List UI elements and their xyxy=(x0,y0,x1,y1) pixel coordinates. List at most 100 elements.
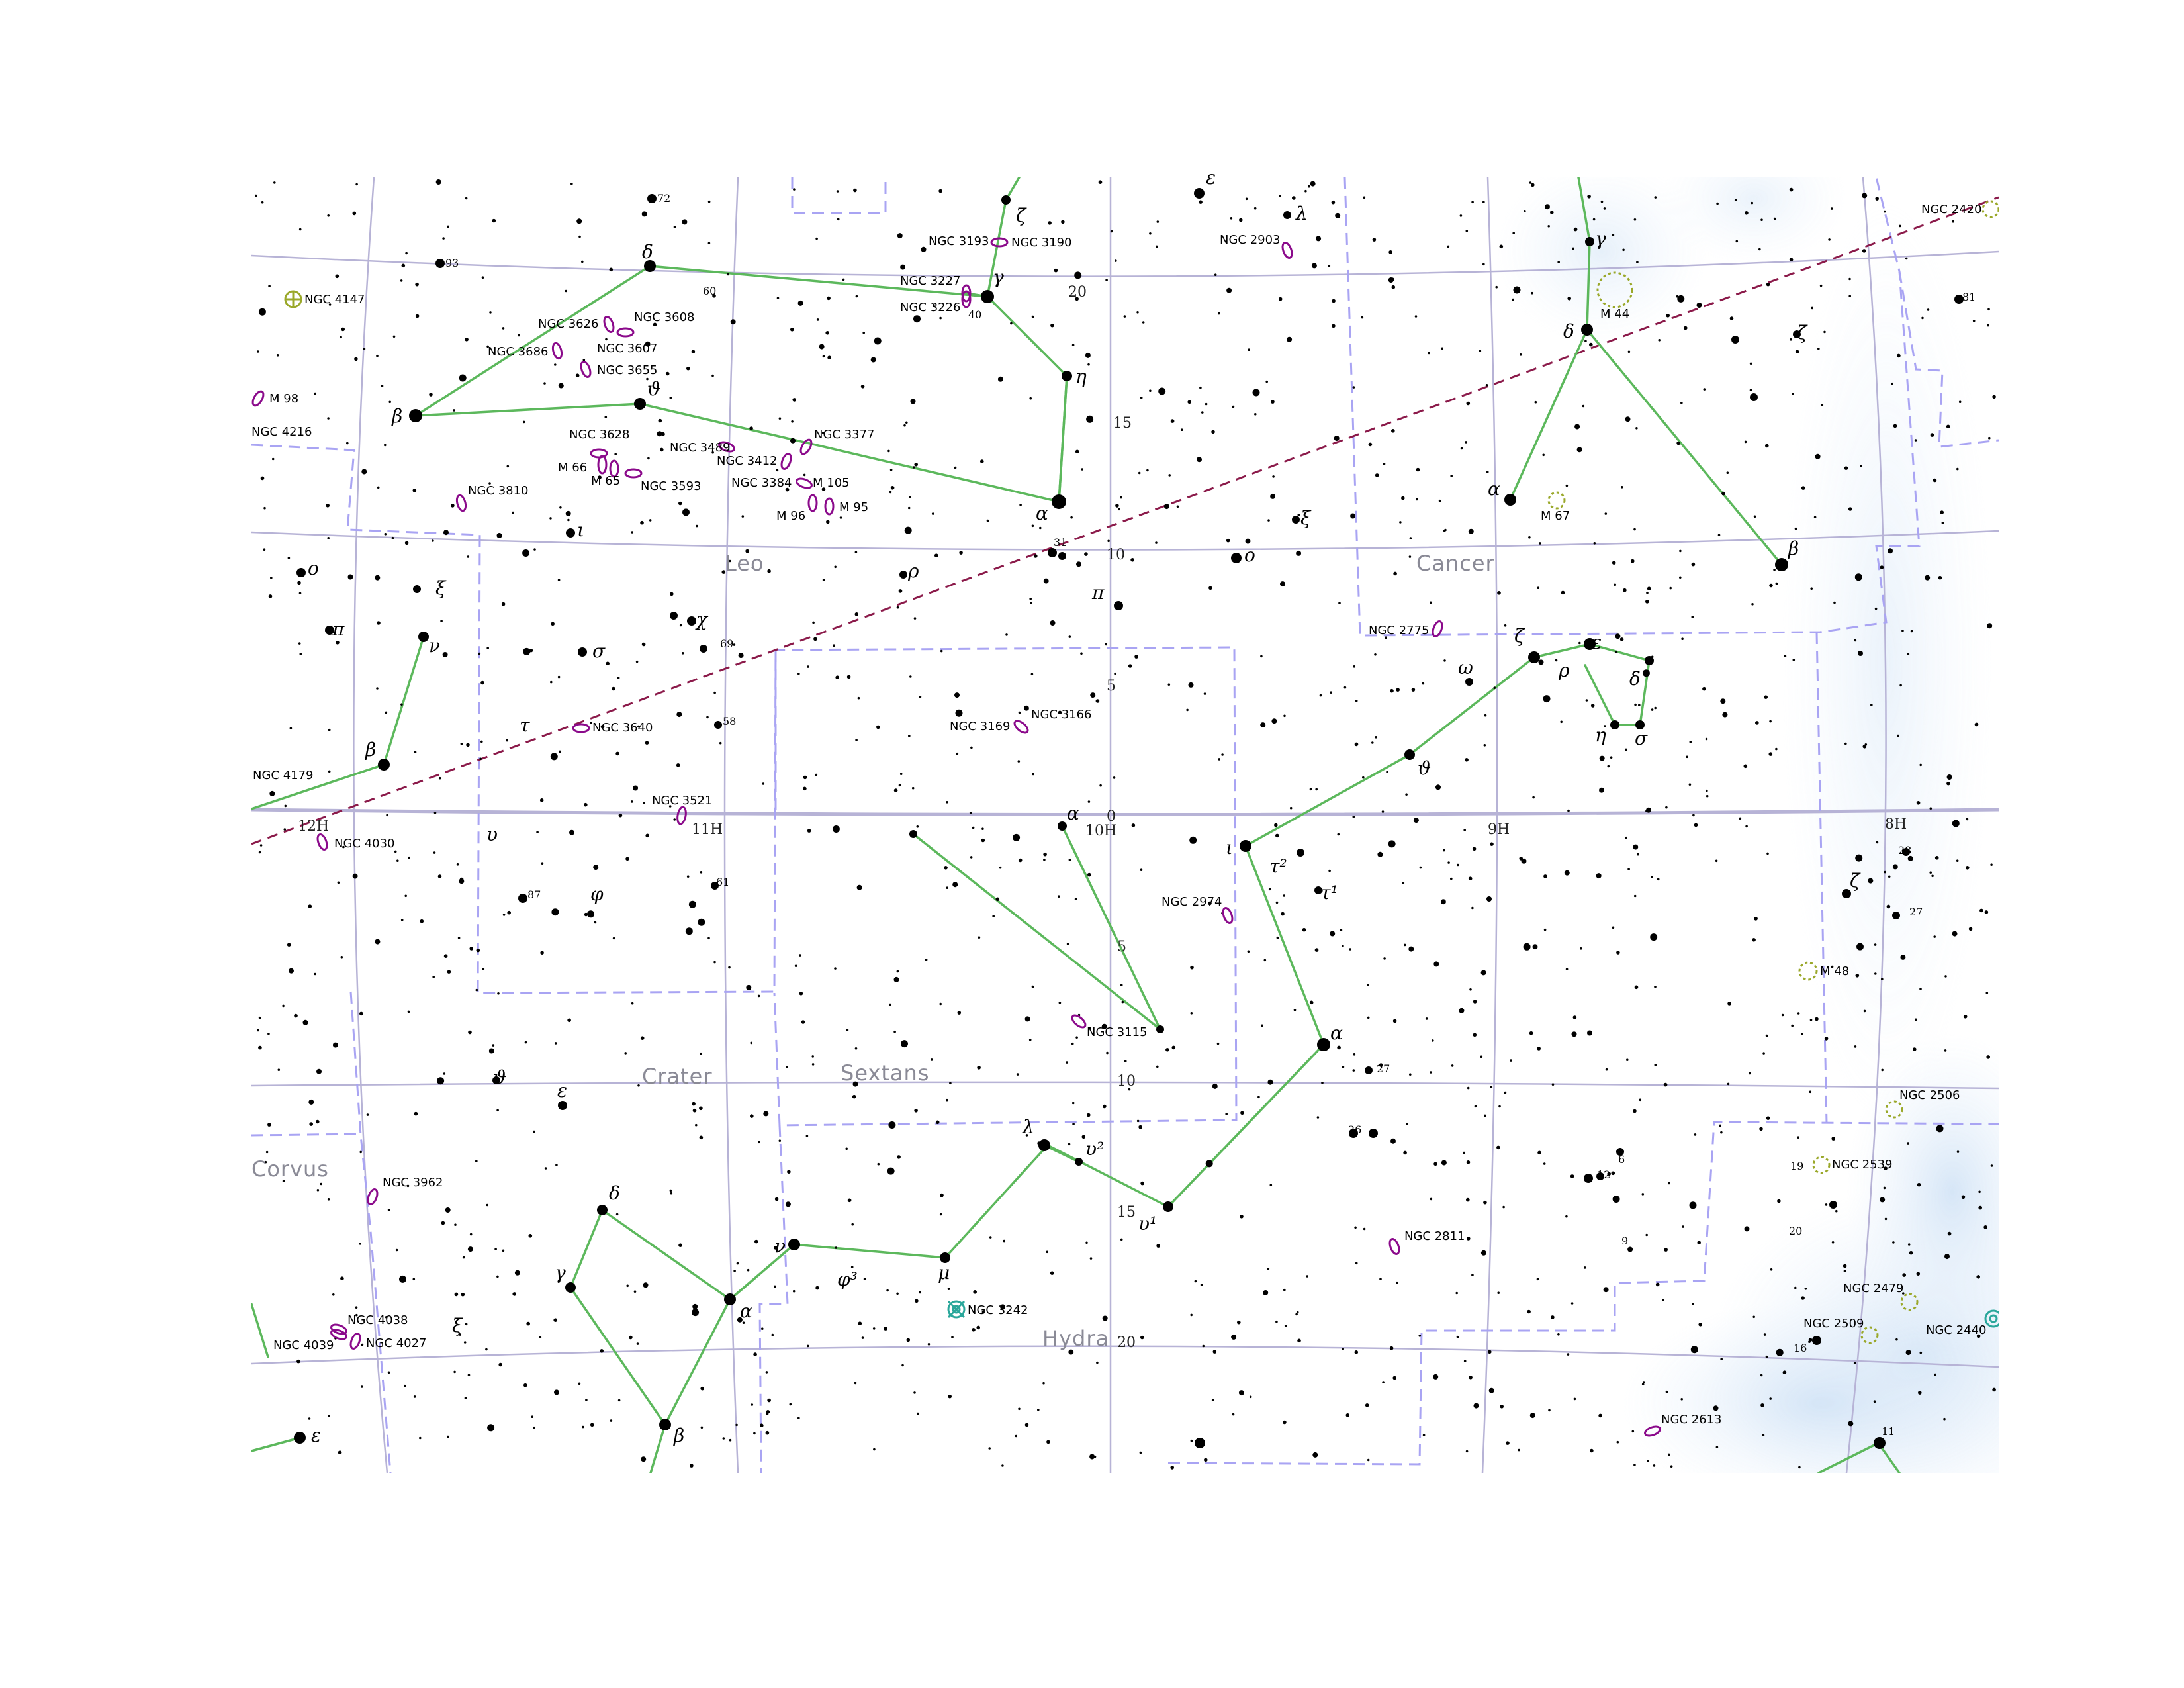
star xyxy=(1352,386,1355,389)
open-cluster-icon xyxy=(1812,1156,1831,1174)
svg-text:NGC 4027: NGC 4027 xyxy=(366,1336,427,1350)
star xyxy=(887,1167,895,1175)
star xyxy=(340,1276,344,1280)
svg-text:NGC 3193: NGC 3193 xyxy=(929,234,989,248)
star xyxy=(1529,1031,1533,1035)
star xyxy=(670,1192,673,1195)
svg-text:93: 93 xyxy=(445,257,459,269)
star xyxy=(835,1246,837,1249)
star xyxy=(1098,180,1103,185)
svg-text:NGC 3608: NGC 3608 xyxy=(634,310,695,324)
star xyxy=(1572,1015,1577,1019)
star xyxy=(1388,250,1392,254)
star xyxy=(905,421,908,424)
star xyxy=(1106,1051,1109,1055)
star xyxy=(400,279,403,282)
star xyxy=(1547,225,1550,228)
star xyxy=(1966,818,1969,821)
star xyxy=(1775,558,1788,571)
star xyxy=(332,1293,335,1296)
star xyxy=(1466,401,1471,406)
star xyxy=(1958,400,1962,403)
galaxy-icon xyxy=(251,390,265,407)
svg-text:NGC 3521: NGC 3521 xyxy=(652,794,713,808)
star xyxy=(581,260,584,263)
star xyxy=(1155,541,1158,544)
star xyxy=(1343,686,1347,689)
star xyxy=(1812,1336,1821,1345)
star xyxy=(1382,1381,1385,1383)
star xyxy=(787,1170,791,1174)
star xyxy=(1332,299,1336,303)
star xyxy=(1383,957,1386,960)
star xyxy=(822,579,825,581)
star xyxy=(889,491,892,494)
star xyxy=(258,1045,262,1050)
star xyxy=(1089,1027,1091,1029)
star xyxy=(1138,1125,1142,1129)
star xyxy=(1416,467,1420,472)
star xyxy=(1633,218,1637,221)
star xyxy=(1752,938,1756,942)
star xyxy=(1419,866,1422,869)
star xyxy=(1902,1292,1905,1295)
star xyxy=(554,1389,559,1395)
star xyxy=(1005,633,1008,636)
galaxy-icon xyxy=(316,833,328,851)
star xyxy=(1211,430,1215,434)
galaxy-icon xyxy=(455,494,467,512)
star xyxy=(1543,695,1551,703)
star xyxy=(1372,238,1377,242)
star xyxy=(719,741,722,745)
star xyxy=(1944,975,1947,978)
star xyxy=(337,881,340,884)
star xyxy=(1769,583,1773,588)
star xyxy=(1570,1174,1574,1178)
star xyxy=(1199,200,1203,205)
star xyxy=(1085,1241,1088,1244)
star xyxy=(1543,928,1547,931)
star xyxy=(1934,856,1939,860)
star xyxy=(1902,848,1910,856)
star xyxy=(476,948,480,953)
star xyxy=(1030,602,1032,604)
star xyxy=(913,617,917,620)
star xyxy=(1734,199,1737,202)
svg-text:β: β xyxy=(673,1425,684,1446)
star xyxy=(1611,1171,1615,1176)
star xyxy=(492,1044,495,1047)
star xyxy=(1864,743,1868,746)
star xyxy=(898,589,903,593)
star xyxy=(289,968,294,974)
star xyxy=(1758,248,1761,251)
star xyxy=(1863,1009,1866,1013)
dec-label: 5 xyxy=(1117,939,1126,955)
star xyxy=(1565,1215,1568,1218)
star xyxy=(700,1386,704,1391)
star xyxy=(413,585,421,593)
star xyxy=(584,802,588,807)
star xyxy=(1713,1405,1719,1411)
galaxy-icon xyxy=(609,459,619,478)
svg-text:ξ: ξ xyxy=(1300,507,1312,529)
star xyxy=(1907,855,1913,861)
star xyxy=(465,197,468,200)
star xyxy=(320,1182,323,1186)
star xyxy=(1916,801,1921,805)
star xyxy=(531,1415,534,1418)
star xyxy=(1484,1114,1486,1117)
svg-text:NGC 2811: NGC 2811 xyxy=(1404,1229,1465,1243)
star xyxy=(1532,944,1538,950)
star xyxy=(1797,1136,1799,1139)
star xyxy=(1352,816,1355,818)
star xyxy=(727,273,729,276)
star xyxy=(1858,651,1863,656)
star xyxy=(1635,427,1638,430)
star xyxy=(876,725,880,729)
star xyxy=(1253,207,1257,210)
dec-line-plus20 xyxy=(251,250,1999,277)
star xyxy=(1907,1243,1911,1246)
star xyxy=(1000,1304,1006,1310)
star xyxy=(641,642,646,647)
star xyxy=(1046,1250,1048,1254)
